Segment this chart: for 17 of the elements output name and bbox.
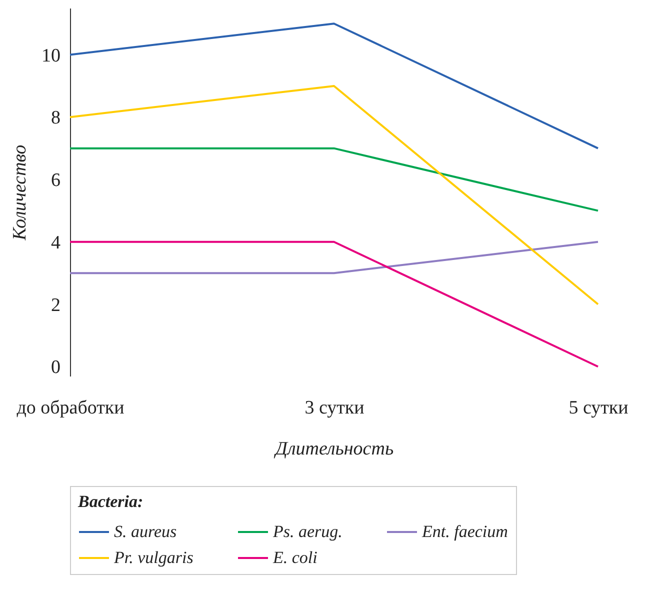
y-tick-label: 0 xyxy=(51,357,60,378)
x-tick-label: 5 сутки xyxy=(568,398,628,418)
legend-label: S. aureus xyxy=(114,522,178,541)
legend-label: Ent. faecium xyxy=(421,522,508,541)
y-tick-label: 10 xyxy=(42,45,60,66)
x-axis-title: Длительность xyxy=(273,438,394,460)
y-tick-label: 4 xyxy=(51,232,61,254)
legend-title: Bacteria: xyxy=(77,492,144,511)
legend-label: Pr. vulgaris xyxy=(113,548,194,567)
x-tick-label: до обработки xyxy=(16,398,124,418)
y-tick-label: 2 xyxy=(51,294,60,316)
y-tick-label: 8 xyxy=(51,108,60,129)
x-tick-label: 3 сутки xyxy=(304,398,364,418)
y-tick-label: 6 xyxy=(51,170,60,192)
legend-label: Ps. aerug. xyxy=(272,522,342,541)
y-axis-title: Количество xyxy=(10,144,30,242)
legend-label: E. coli xyxy=(272,548,318,567)
